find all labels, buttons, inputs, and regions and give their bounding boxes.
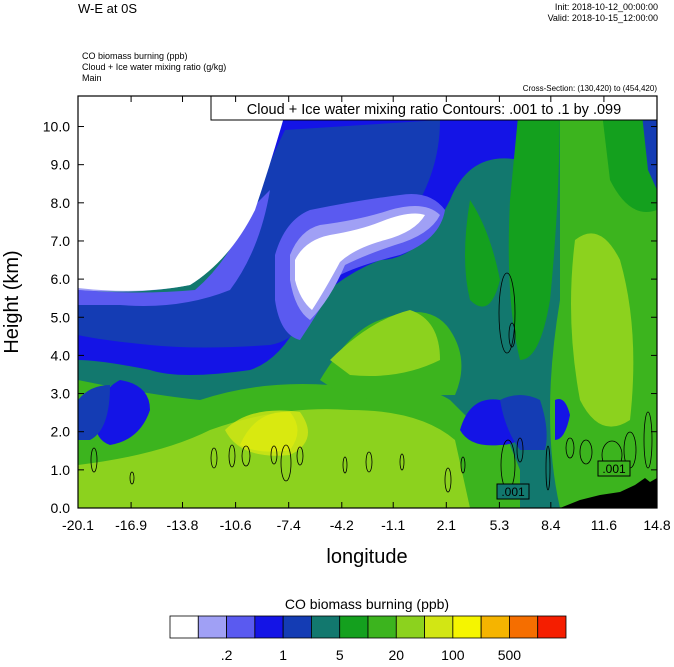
- contour-value-label: .001: [602, 462, 626, 476]
- y-tick-label: 8.0: [51, 195, 71, 211]
- x-tick-label: -7.4: [277, 517, 301, 533]
- x-tick-label: 5.3: [490, 517, 510, 533]
- colorbar-swatch: [282, 615, 312, 639]
- cross-section-label: Cross-Section: (130,420) to (454,420): [523, 84, 658, 93]
- contour-value-label: .001: [501, 485, 525, 499]
- colorbar-swatch: [480, 615, 510, 639]
- colorbar-label: 20: [388, 647, 404, 663]
- colorbar-title: CO biomass burning (ppb): [285, 596, 449, 612]
- y-tick-label: 1.0: [51, 462, 71, 478]
- colorbar-swatch: [395, 615, 425, 639]
- colorbar-swatch: [339, 615, 369, 639]
- y-tick-label: 2.0: [51, 424, 71, 440]
- chart-title: W-E at 0S: [78, 1, 137, 16]
- colorbar-label: .2: [221, 647, 233, 663]
- x-tick-label: 2.1: [437, 517, 457, 533]
- y-tick-label: 10.0: [43, 119, 70, 135]
- x-tick-label: 8.4: [541, 517, 561, 533]
- colorbar-swatch: [169, 615, 199, 639]
- colorbar-swatch: [509, 615, 539, 639]
- colorbar-label: 500: [498, 647, 522, 663]
- contour-label-2: .001: [597, 460, 631, 477]
- x-tick-label: -4.2: [330, 517, 354, 533]
- colorbar-swatch: [452, 615, 482, 639]
- cloud-contours: [90, 272, 653, 493]
- colorbar-swatch: [254, 615, 284, 639]
- y-tick-label: 6.0: [51, 271, 71, 287]
- x-tick-label: 14.8: [643, 517, 670, 533]
- y-axis: 0.0 1.0 2.0 3.0 4.0 5.0 6.0 7.0 8.0 9.0 10.0: [43, 119, 657, 516]
- colorbar-swatch: [311, 615, 341, 639]
- heatmap-field: [78, 96, 657, 508]
- field-line-main: Main: [82, 73, 102, 83]
- x-tick-label: 11.6: [591, 517, 617, 533]
- colorbar-labels: .2 1 5 20 100 500: [221, 647, 522, 663]
- contour-info-text: Cloud + Ice water mixing ratio Contours:…: [247, 102, 621, 118]
- valid-time: Valid: 2018-10-15_12:00:00: [548, 13, 658, 23]
- x-axis-title: longitude: [326, 546, 407, 568]
- y-tick-label: 7.0: [51, 233, 71, 249]
- field-line-cloud: Cloud + Ice water mixing ratio (g/kg): [82, 62, 226, 72]
- colorbar-swatch: [537, 615, 567, 639]
- colorbar-label: 5: [336, 647, 344, 663]
- field-line-co: CO biomass burning (ppb): [82, 51, 188, 61]
- contour-label-1: .001: [496, 483, 530, 500]
- colorbar-swatch: [367, 615, 397, 639]
- y-tick-label: 0.0: [51, 500, 71, 516]
- y-axis-title: Height (km): [1, 250, 23, 353]
- colorbar-label: 1: [279, 647, 287, 663]
- colorbar-swatch: [226, 615, 256, 639]
- init-time: Init: 2018-10-12_00:00:00: [555, 2, 658, 12]
- colorbar: [169, 615, 567, 639]
- y-tick-label: 3.0: [51, 386, 71, 402]
- colorbar-swatch: [197, 615, 227, 639]
- x-tick-label: -1.1: [381, 517, 405, 533]
- contour-info-box: [210, 95, 658, 121]
- x-tick-label: -13.8: [167, 517, 199, 533]
- colorbar-label: 100: [441, 647, 465, 663]
- x-tick-label: -16.9: [115, 517, 147, 533]
- x-axis: -20.1 -16.9 -13.8 -10.6 -7.4 -4.2 -1.1 2.1 5.3 8.…: [62, 96, 671, 533]
- plot-border: [77, 95, 658, 509]
- x-tick-label: -10.6: [220, 517, 252, 533]
- x-tick-label: -20.1: [62, 517, 94, 533]
- y-tick-label: 5.0: [51, 309, 71, 325]
- y-tick-label: 9.0: [51, 157, 71, 173]
- colorbar-swatch: [424, 615, 454, 639]
- y-tick-label: 4.0: [51, 347, 71, 363]
